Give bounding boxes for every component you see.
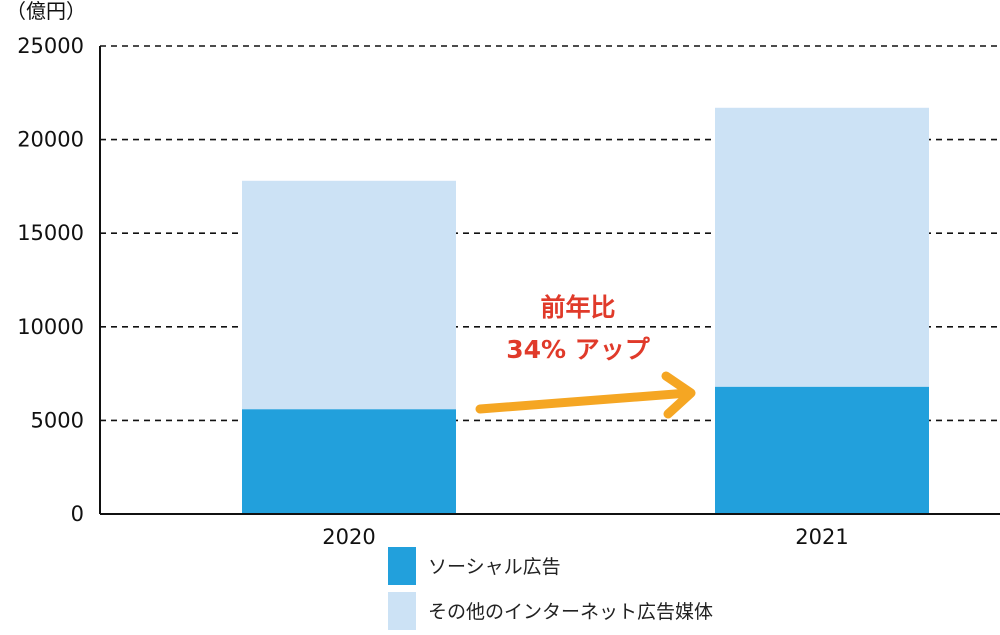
bar-2020-series-0 <box>242 409 456 514</box>
y-tick-label: 20000 <box>17 128 84 152</box>
bar-2021-series-1 <box>715 107 929 387</box>
y-tick-label: 5000 <box>31 408 84 432</box>
annotation-line-1: 前年比 <box>540 293 615 322</box>
y-tick-label: 25000 <box>17 34 84 58</box>
x-category-label: 2021 <box>795 525 848 549</box>
y-tick-label: 0 <box>71 502 84 526</box>
y-axis-unit-label: （億円） <box>6 0 86 23</box>
legend-label: ソーシャル広告 <box>428 556 561 578</box>
x-axis-category-labels: 2020 2021 <box>322 525 848 549</box>
axes <box>99 46 1000 515</box>
y-axis-tick-labels: 0 5000 10000 15000 20000 25000 <box>17 34 84 526</box>
bars <box>242 107 929 514</box>
annotation-line-2: 34% アップ <box>506 335 651 364</box>
legend-swatch <box>388 547 416 585</box>
bar-2021-series-0 <box>715 386 929 514</box>
legend-swatch <box>388 592 416 630</box>
growth-arrow-icon <box>475 371 696 419</box>
x-category-label: 2020 <box>322 525 375 549</box>
legend-label: その他のインターネット広告媒体 <box>428 601 713 623</box>
y-tick-label: 15000 <box>17 221 84 245</box>
y-tick-label: 10000 <box>17 315 84 339</box>
bar-2020-series-1 <box>242 180 456 410</box>
growth-annotation: 前年比 34% アップ <box>475 293 696 419</box>
